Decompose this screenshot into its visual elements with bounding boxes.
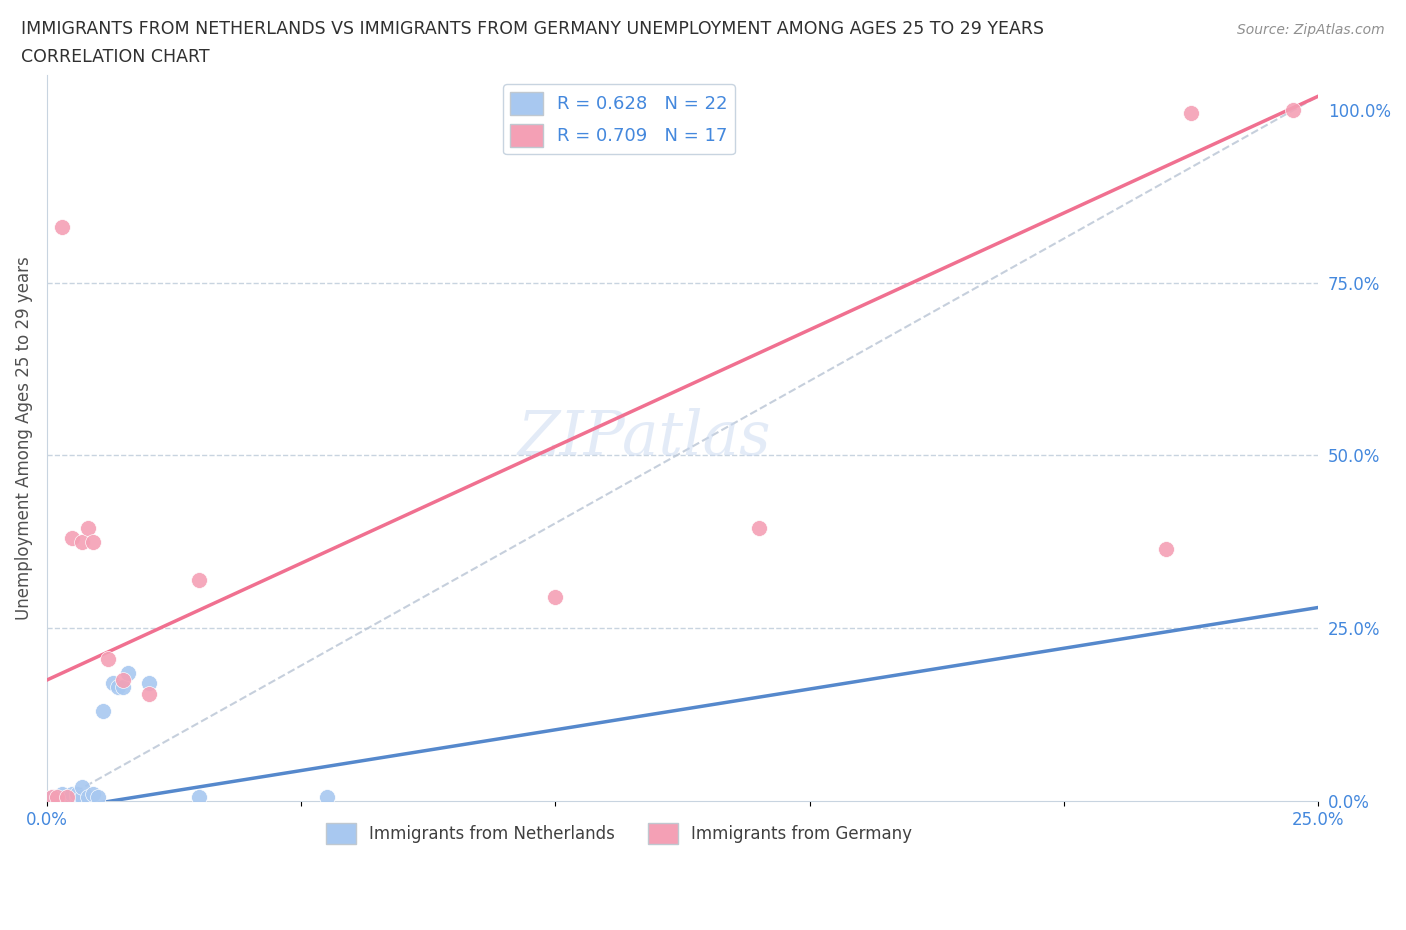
Point <box>51 790 73 805</box>
Point <box>72 790 94 805</box>
Point <box>46 790 69 805</box>
Point <box>60 787 83 802</box>
Point <box>56 790 79 805</box>
Text: Source: ZipAtlas.com: Source: ZipAtlas.com <box>1237 23 1385 37</box>
Point <box>1154 541 1177 556</box>
Point <box>82 787 104 802</box>
Text: ZIPatlas: ZIPatlas <box>517 408 772 468</box>
Legend: Immigrants from Netherlands, Immigrants from Germany: Immigrants from Netherlands, Immigrants … <box>319 816 920 851</box>
Point <box>1180 106 1202 121</box>
Point <box>112 680 135 695</box>
Point <box>544 590 567 604</box>
Point <box>97 652 120 667</box>
Point <box>138 676 160 691</box>
Point <box>51 787 73 802</box>
Point <box>315 790 337 805</box>
Point <box>51 220 73 235</box>
Point <box>72 779 94 794</box>
Point <box>188 790 211 805</box>
Point <box>46 790 69 805</box>
Point <box>138 686 160 701</box>
Point <box>107 680 129 695</box>
Point <box>66 790 89 805</box>
Point <box>82 535 104 550</box>
Point <box>41 790 63 805</box>
Point <box>1282 102 1305 117</box>
Point <box>76 521 98 536</box>
Point <box>91 704 114 719</box>
Point <box>72 535 94 550</box>
Point <box>87 790 110 805</box>
Point <box>60 790 83 805</box>
Y-axis label: Unemployment Among Ages 25 to 29 years: Unemployment Among Ages 25 to 29 years <box>15 257 32 620</box>
Point <box>76 790 98 805</box>
Text: IMMIGRANTS FROM NETHERLANDS VS IMMIGRANTS FROM GERMANY UNEMPLOYMENT AMONG AGES 2: IMMIGRANTS FROM NETHERLANDS VS IMMIGRANT… <box>21 20 1045 38</box>
Point <box>112 672 135 687</box>
Point <box>101 676 124 691</box>
Point <box>188 572 211 587</box>
Point <box>56 790 79 805</box>
Text: CORRELATION CHART: CORRELATION CHART <box>21 48 209 66</box>
Point <box>66 787 89 802</box>
Point <box>60 531 83 546</box>
Point <box>117 666 139 681</box>
Point <box>41 790 63 805</box>
Point <box>748 521 770 536</box>
